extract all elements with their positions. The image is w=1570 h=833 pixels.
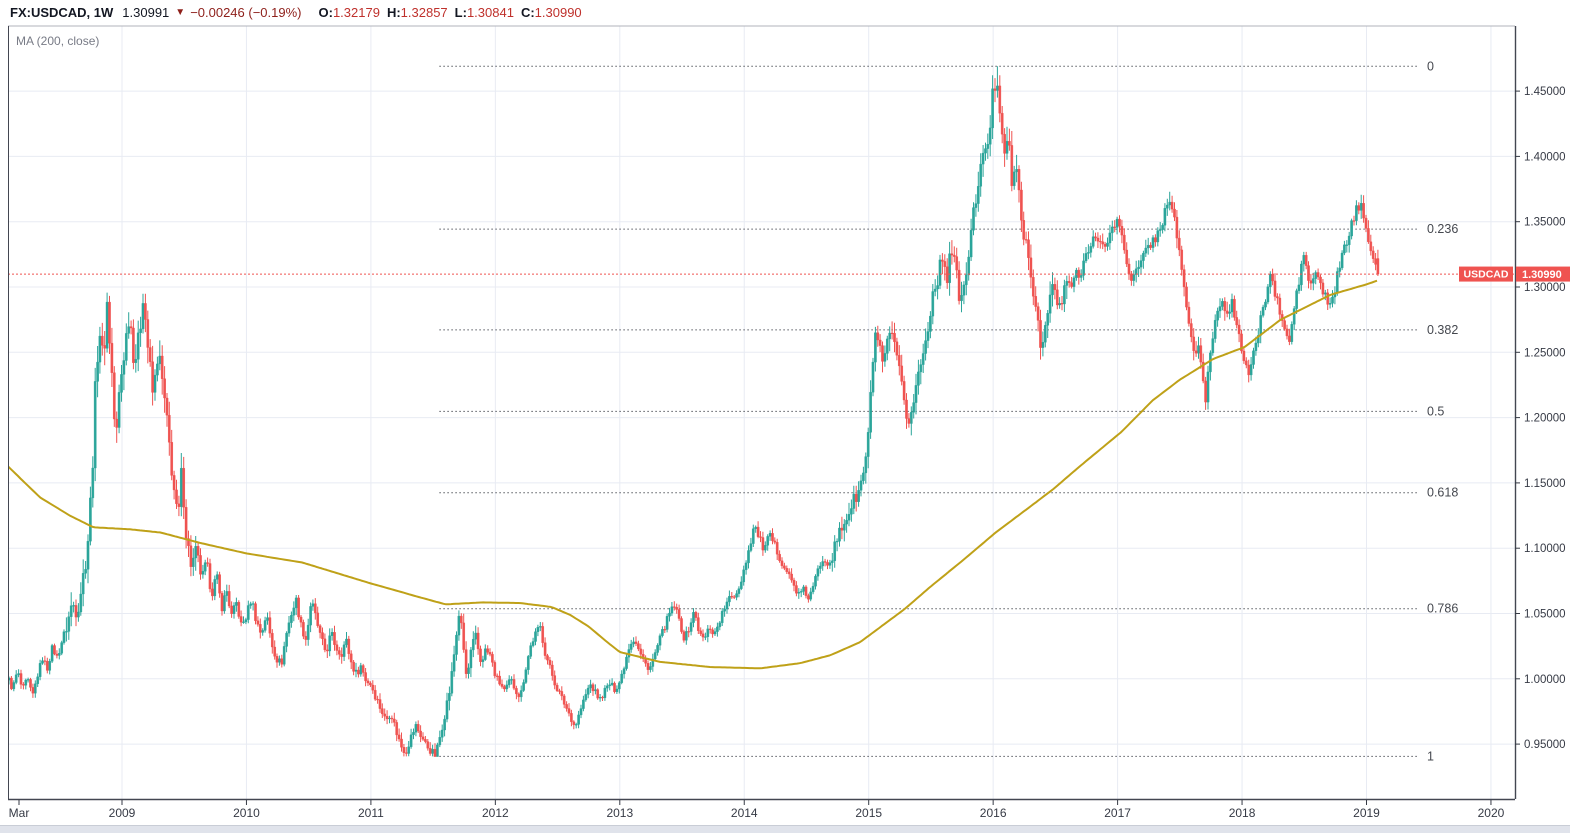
symbol-badge-label: USDCAD — [1464, 269, 1509, 281]
symbol-interval-label[interactable]: FX:USDCAD, 1W — [10, 5, 114, 20]
price-axis[interactable]: 1.45000 1.40000 1.35000 1.30000 1.25000 1.200… — [1515, 86, 1566, 751]
price-badge-value: 1.30990 — [1522, 269, 1562, 281]
chart-pane[interactable]: 1.45000 1.40000 1.35000 1.30000 1.25000 1.200… — [0, 25, 1570, 833]
time-tick-label: 2015 — [855, 806, 882, 820]
price-tick-label: 1.05000 — [1524, 609, 1566, 621]
low-value: 1.30841 — [466, 5, 514, 20]
price-tick-label: 1.45000 — [1524, 86, 1566, 98]
plot-frame — [8, 25, 1517, 801]
price-tick-label: 1.00000 — [1524, 674, 1566, 686]
low-label: L: — [454, 5, 467, 20]
time-tick-label: 2020 — [1478, 806, 1505, 820]
price-change: −0.00246 (−0.19%) — [190, 5, 302, 20]
price-tick-label: 1.35000 — [1524, 217, 1566, 229]
open-value: 1.32179 — [332, 5, 380, 20]
time-tick-label: 2018 — [1229, 806, 1256, 820]
grid-lines — [8, 26, 1515, 799]
price-tick-label: 1.30000 — [1524, 282, 1566, 294]
current-price-badges: USDCAD 1.30990 — [1459, 266, 1570, 282]
fib-level-label: 0.382 — [1427, 323, 1458, 337]
price-tick-label: 1.40000 — [1524, 151, 1566, 163]
time-tick-label: 2016 — [980, 806, 1007, 820]
high-value: 1.32857 — [400, 5, 448, 20]
price-tick-label: 1.15000 — [1524, 478, 1566, 490]
time-tick-label: 2014 — [731, 806, 758, 820]
fib-level-labels: 0 0.236 0.382 0.5 0.618 0.786 1 — [1427, 59, 1458, 763]
close-value: 1.30990 — [534, 5, 582, 20]
fib-level-label: 1 — [1427, 749, 1434, 763]
time-tick-label: Mar — [9, 806, 30, 820]
time-tick-label: 2011 — [358, 806, 384, 820]
fib-level-label: 0.5 — [1427, 404, 1444, 418]
candlestick-series — [8, 66, 1380, 757]
symbol-info-bar: FX:USDCAD, 1W 1.30991 ▼ −0.00246 (−0.19%… — [0, 0, 1570, 25]
price-tick-label: 0.95000 — [1524, 739, 1566, 751]
fib-level-label: 0.618 — [1427, 486, 1458, 500]
close-label: C: — [520, 5, 535, 20]
ma-legend[interactable]: MA (200, close) — [16, 34, 100, 48]
fib-level-label: 0.786 — [1427, 602, 1458, 616]
price-tick-label: 1.10000 — [1524, 543, 1566, 555]
high-label: H: — [386, 5, 401, 20]
time-tick-label: 2009 — [109, 806, 136, 820]
ma-200-line[interactable] — [8, 279, 1378, 670]
fib-level-label: 0 — [1427, 59, 1434, 73]
bottom-toolbar-strip — [0, 825, 1570, 833]
fib-level-label: 0.236 — [1427, 222, 1458, 236]
open-label: O: — [318, 5, 333, 20]
time-tick-label: 2013 — [606, 806, 633, 820]
fib-retracement-lines[interactable] — [439, 65, 1419, 757]
symbol-badge — [1459, 266, 1513, 282]
time-axis[interactable]: Mar 2009 2010 2011 2012 2013 2014 2015 2016 2017 2… — [9, 800, 1505, 820]
time-tick-label: 2012 — [482, 806, 509, 820]
time-tick-label: 2017 — [1104, 806, 1131, 820]
time-tick-label: 2019 — [1353, 806, 1380, 820]
price-badge — [1516, 266, 1570, 282]
last-price: 1.30991 — [122, 5, 170, 20]
price-tick-label: 1.25000 — [1524, 347, 1566, 359]
down-triangle-icon: ▼ — [175, 6, 186, 18]
price-tick-label: 1.20000 — [1524, 413, 1566, 425]
time-tick-label: 2010 — [233, 806, 260, 820]
